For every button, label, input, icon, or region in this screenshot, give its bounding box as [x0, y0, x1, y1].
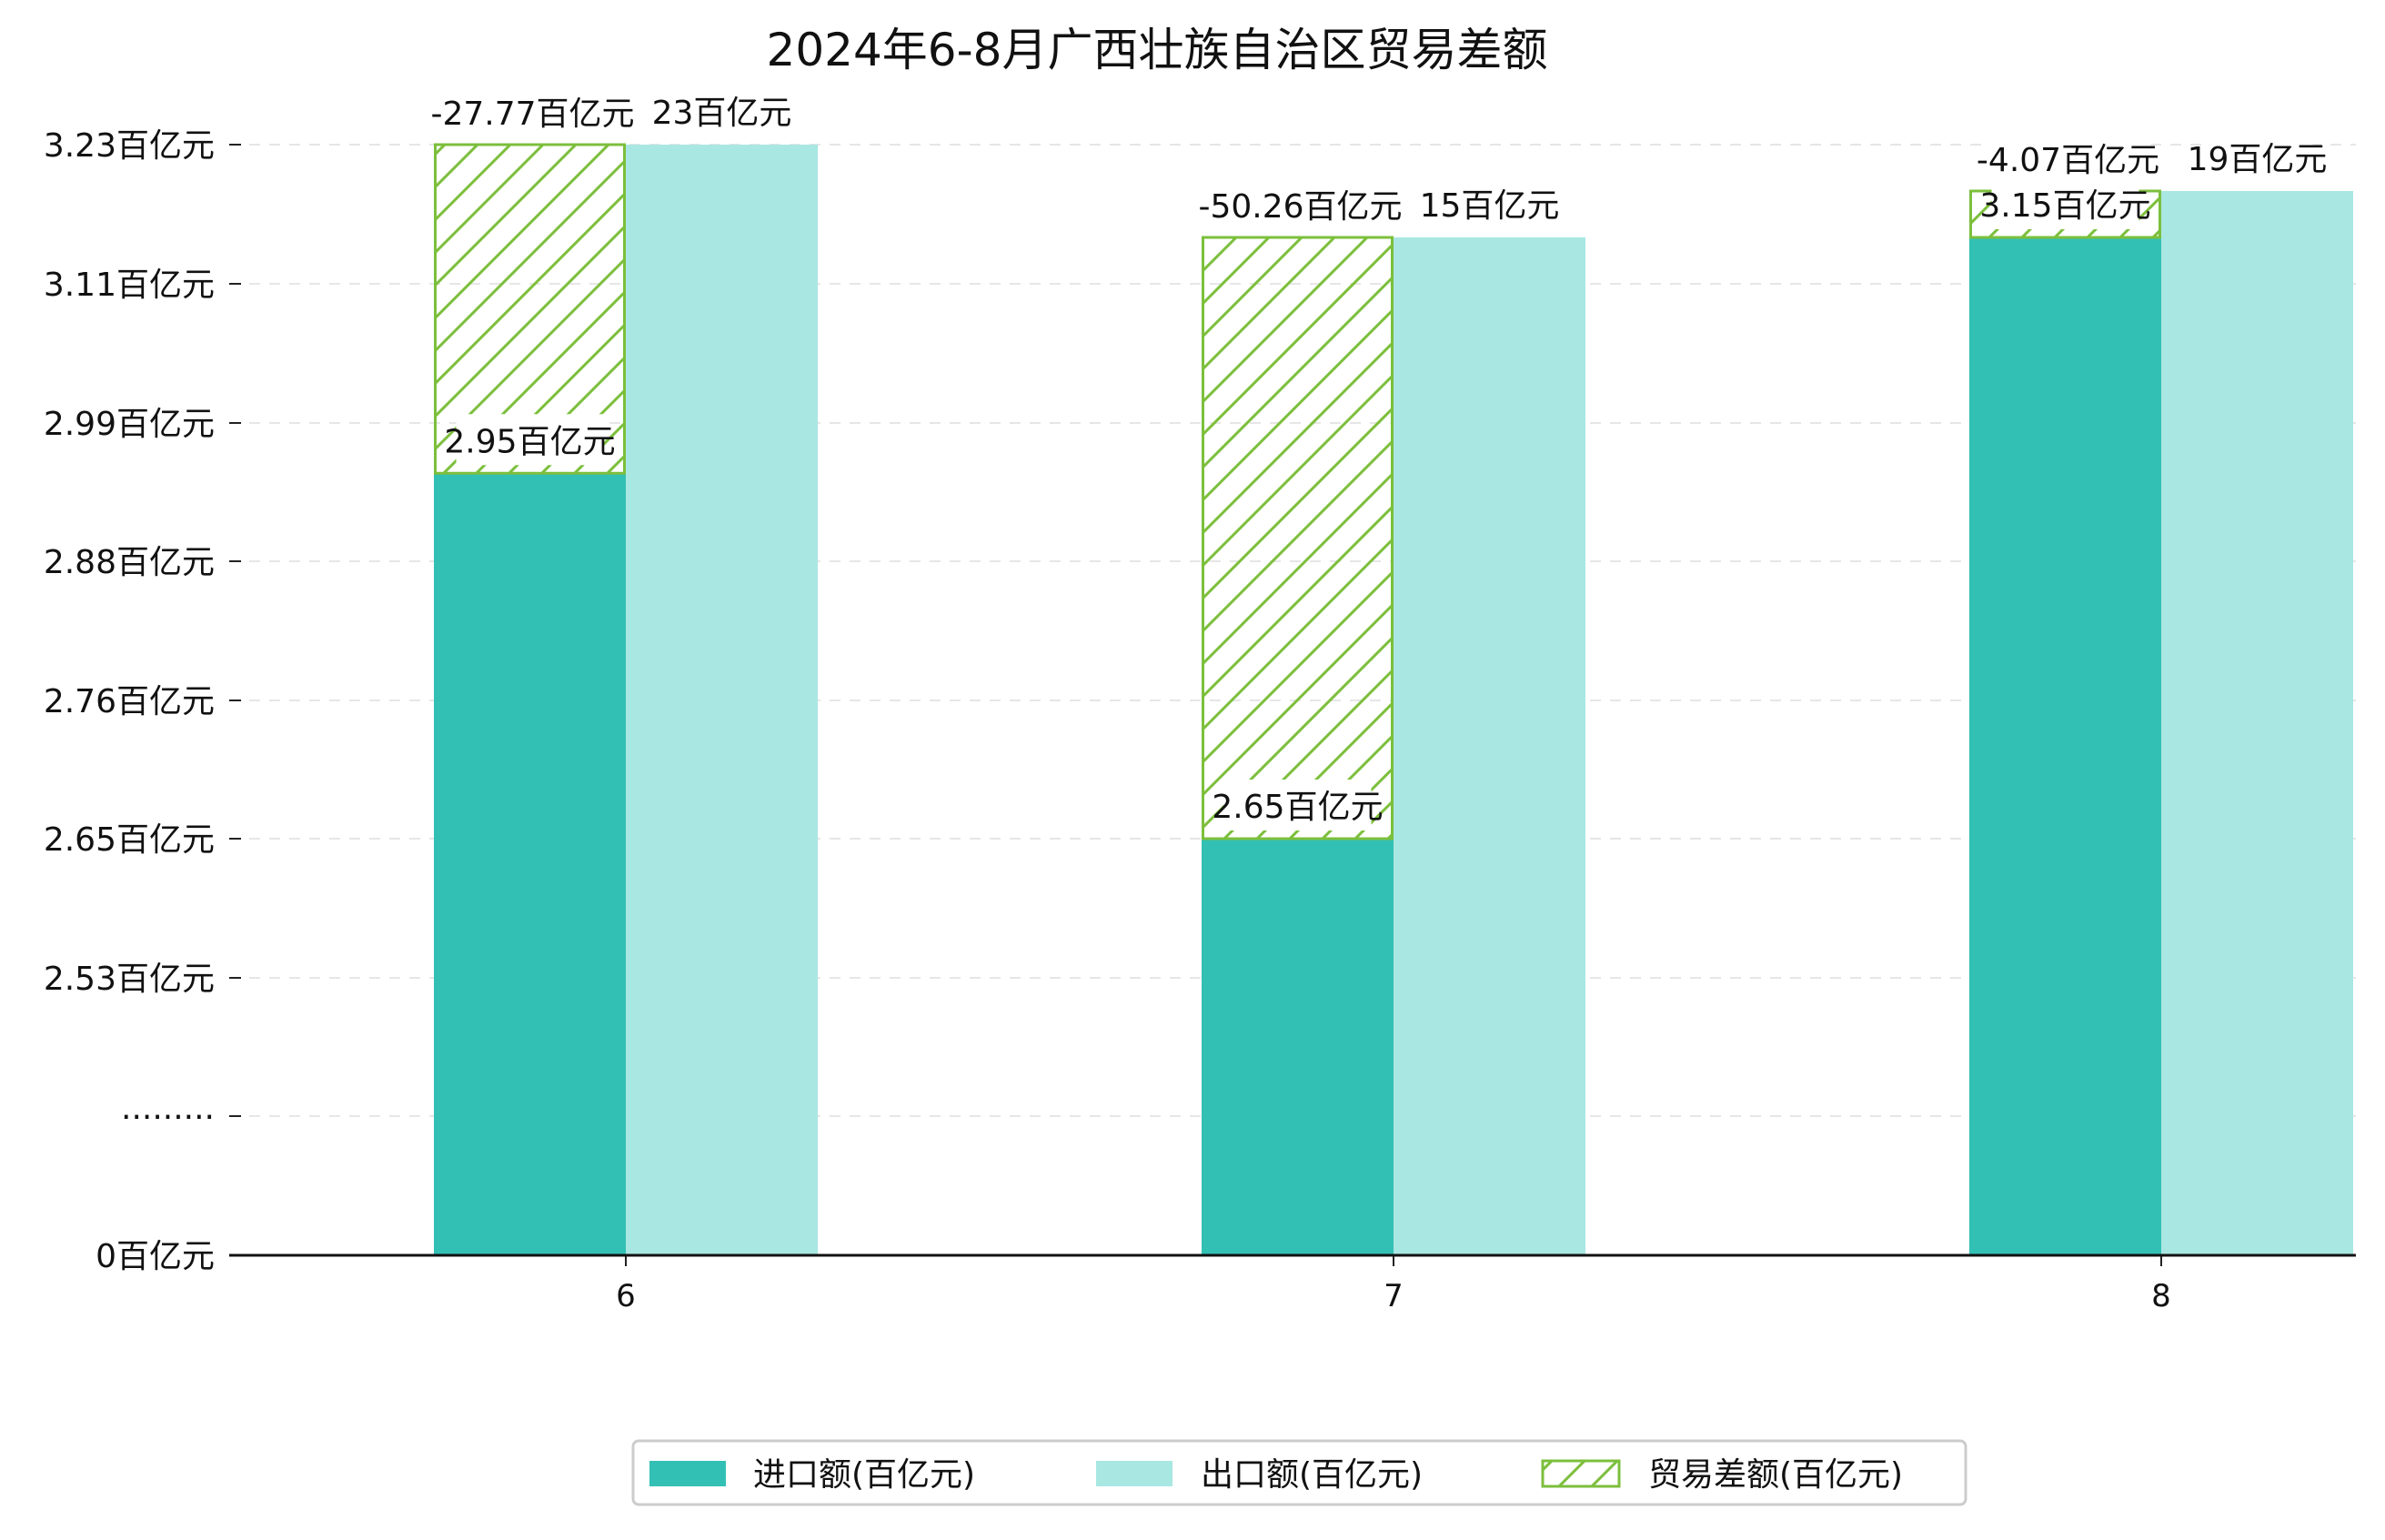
label-export-box	[666, 86, 778, 136]
legend-box: 进口额(百亿元) 出口额(百亿元) 贸易差额(百亿元)	[631, 1439, 1967, 1506]
label-export-box	[1434, 178, 1545, 229]
bar-import	[434, 473, 626, 1255]
label-export: 19百亿元	[2188, 132, 2328, 183]
legend-swatch	[1096, 1461, 1172, 1486]
label-export: 15百亿元	[1420, 178, 1560, 229]
bar-import	[1202, 839, 1394, 1255]
x-tick-label: 8	[2151, 1278, 2171, 1314]
label-import-text: 2.95百亿元	[444, 423, 615, 460]
legend-swatch	[649, 1461, 726, 1486]
y-tick-label: 3.11百亿元	[44, 267, 215, 304]
legend-entry: 贸易差额(百亿元)	[1541, 1456, 1903, 1494]
label-import-box	[456, 414, 604, 466]
label-export-text: 19百亿元	[2188, 141, 2328, 178]
legend-label: 进口额(百亿元)	[753, 1456, 975, 1494]
y-tick-label: 2.53百亿元	[44, 961, 215, 998]
y-tick-label: 0百亿元	[96, 1238, 215, 1275]
label-import: 2.65百亿元	[1212, 780, 1384, 830]
y-tick-label: 2.65百亿元	[44, 821, 215, 859]
label-import-box	[1223, 780, 1372, 830]
label-import: 2.95百亿元	[444, 414, 616, 466]
label-trade-balance-box	[1985, 133, 2151, 184]
label-trade-balance: -27.77百亿元	[430, 86, 635, 137]
chart-title: 2024年6-8月广西壮族自治区贸易差额	[767, 24, 1548, 76]
bar-export	[1394, 237, 1585, 1255]
label-export-box	[2201, 132, 2313, 183]
y-tick-label: ·········	[121, 1099, 215, 1136]
bar-export	[2161, 191, 2353, 1255]
legend-swatch	[1541, 1459, 1621, 1488]
label-import: 3.15百亿元	[1979, 178, 2151, 229]
bars	[434, 143, 2353, 1255]
x-tick-label: 7	[1384, 1278, 1404, 1314]
y-tick-label: 2.76百亿元	[44, 683, 215, 720]
label-import-box	[1991, 178, 2139, 229]
label-import-text: 3.15百亿元	[1979, 187, 2150, 225]
y-tick-label: 3.23百亿元	[44, 127, 215, 165]
label-trade-balance: -4.07百亿元	[1977, 133, 2159, 184]
legend: 进口额(百亿元) 出口额(百亿元) 贸易差额(百亿元)	[631, 1439, 1967, 1506]
bar-import	[1969, 237, 2161, 1255]
legend-label: 贸易差额(百亿元)	[1648, 1456, 1903, 1494]
y-tick-label: 2.88百亿元	[44, 544, 215, 581]
y-tick-label: 2.99百亿元	[44, 406, 215, 443]
label-export-text: 15百亿元	[1420, 187, 1560, 225]
label-trade-balance: -50.26百亿元	[1198, 179, 1403, 230]
y-axis: 0百亿元 ········· 2.53百亿元 2.65百亿元 2.76百亿元 2.88百亿…	[44, 127, 241, 1275]
legend-label: 出口额(百亿元)	[1201, 1456, 1423, 1494]
label-trade-balance-text: -27.77百亿元	[430, 96, 634, 133]
label-import-text: 2.65百亿元	[1212, 789, 1383, 826]
label-trade-balance-text: -50.26百亿元	[1198, 188, 1402, 226]
legend-entry: 出口额(百亿元)	[1096, 1456, 1423, 1494]
label-trade-balance-box	[1208, 179, 1393, 230]
label-export: 23百亿元	[652, 86, 792, 136]
label-trade-balance-text: -4.07百亿元	[1977, 142, 2159, 179]
legend-frame	[631, 1439, 1967, 1506]
legend-entry: 进口额(百亿元)	[649, 1456, 975, 1494]
x-axis: 6 7 8	[229, 1253, 2356, 1314]
data-labels: 2.95百亿元 23百亿元 -27.77百亿元 2.65百亿元 15百亿元 -50.26百…	[430, 86, 2327, 830]
x-tick-label: 6	[616, 1278, 636, 1314]
label-trade-balance-box	[440, 86, 625, 137]
label-export-text: 23百亿元	[652, 95, 792, 132]
bar-export	[626, 145, 818, 1255]
bar-trade-balance	[1202, 236, 1394, 840]
